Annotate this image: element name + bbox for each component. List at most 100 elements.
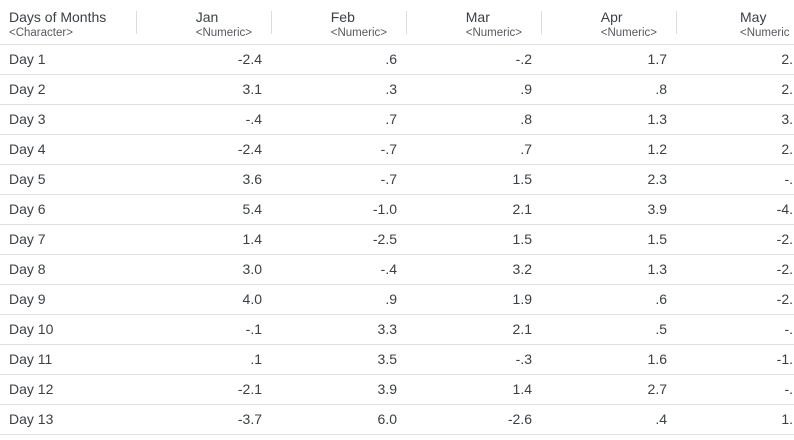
table-row: Day 1 -2.4.6 -.2 1.7 2.: [0, 44, 794, 75]
cell: 1.9: [407, 284, 542, 315]
table-row: Day 12 -2.1 3.9 1.4 2.7 -.: [0, 374, 794, 405]
cell: .3: [272, 74, 407, 105]
cell: -.: [677, 314, 794, 345]
cell: -4.: [677, 194, 794, 225]
cell: -.4: [272, 254, 407, 285]
cell: -2.1: [137, 374, 272, 405]
cell: .8: [542, 74, 677, 105]
cell: 1.3: [542, 104, 677, 135]
cell: 2.3: [542, 164, 677, 195]
cell: -.1: [137, 314, 272, 345]
cell: 2.: [677, 44, 794, 75]
cell: 1.: [677, 404, 794, 435]
cell: 3.9: [272, 374, 407, 405]
cell: 2.: [677, 74, 794, 105]
cell: 3.2: [407, 254, 542, 285]
cell: 1.7: [542, 44, 677, 75]
cell: .7: [272, 104, 407, 135]
column-header-jan[interactable]: Jan <Numeric>: [137, 0, 272, 45]
cell: 3.5: [272, 344, 407, 375]
header-row: Days of Months <Character> Jan <Numeric> Feb…: [0, 0, 794, 45]
column-title: Mar: [465, 9, 490, 26]
column-header-labels: Jan <Numeric>: [196, 9, 252, 41]
column-header-labels: Apr <Numeric>: [601, 9, 657, 41]
cell: .8: [407, 104, 542, 135]
cell: .7: [407, 134, 542, 165]
cell: .9: [272, 284, 407, 315]
row-label: Day 5: [0, 164, 137, 195]
table-row: Day 10 -.1 3.3 2.1.5 -.: [0, 314, 794, 345]
row-label: Day 1: [0, 44, 137, 75]
row-label: Day 8: [0, 254, 137, 285]
row-label: Day 2: [0, 74, 137, 105]
cell: 3.: [677, 104, 794, 135]
cell: -.7: [272, 134, 407, 165]
table-row: Day 8 3.0 -.4 3.2 1.3 -2.: [0, 254, 794, 285]
cell: -.: [677, 164, 794, 195]
cell: 2.1: [407, 194, 542, 225]
cell: -.4: [137, 104, 272, 135]
cell: 2.: [677, 134, 794, 165]
column-header-days-of-months[interactable]: Days of Months <Character>: [0, 0, 137, 45]
cell: -2.: [677, 284, 794, 315]
column-header-labels: May <Numeric: [740, 9, 790, 41]
cell: 1.2: [542, 134, 677, 165]
column-title: Days of Months: [9, 9, 107, 26]
cell: .1: [137, 344, 272, 375]
cell: 1.4: [407, 374, 542, 405]
table-row: Day 2 3.1.3.9.8 2.: [0, 74, 794, 105]
column-header-may[interactable]: May <Numeric: [677, 0, 794, 45]
cell: -2.6: [407, 404, 542, 435]
row-label: Day 9: [0, 284, 137, 315]
cell: 1.4: [137, 224, 272, 255]
cell: -1.0: [272, 194, 407, 225]
column-type-label: <Character>: [9, 27, 73, 40]
column-type-label: <Numeric>: [195, 27, 252, 40]
cell: -3.7: [137, 404, 272, 435]
row-label: Day 7: [0, 224, 137, 255]
row-label: Day 10: [0, 314, 137, 345]
column-title: Apr: [600, 9, 623, 26]
table-row: Day 6 5.4 -1.0 2.1 3.9 -4.: [0, 194, 794, 225]
cell: -.7: [272, 164, 407, 195]
row-label: Day 11: [0, 344, 137, 375]
row-label: Day 13: [0, 404, 137, 435]
cell: .5: [542, 314, 677, 345]
cell: -2.: [677, 224, 794, 255]
row-label: Day 3: [0, 104, 137, 135]
cell: 3.3: [272, 314, 407, 345]
table-row: Day 13 -3.7 6.0 -2.6.4 1.: [0, 404, 794, 435]
cell: -1.: [677, 344, 794, 375]
column-header-mar[interactable]: Mar <Numeric>: [407, 0, 542, 45]
column-type-label: <Numeric>: [600, 27, 657, 40]
table-row: Day 9 4.0.9 1.9.6 -2.: [0, 284, 794, 315]
row-label: Day 6: [0, 194, 137, 225]
table-row: Day 3 -.4.7.8 1.3 3.: [0, 104, 794, 135]
cell: -.2: [407, 44, 542, 75]
row-label: Day 4: [0, 134, 137, 165]
cell: 3.1: [137, 74, 272, 105]
column-header-labels: Days of Months <Character>: [9, 9, 106, 41]
column-title: Feb: [330, 9, 355, 26]
data-grid-header: Days of Months <Character> Jan <Numeric> Feb…: [0, 0, 794, 45]
cell: 4.0: [137, 284, 272, 315]
column-header-apr[interactable]: Apr <Numeric>: [542, 0, 677, 45]
column-header-labels: Mar <Numeric>: [466, 9, 522, 41]
cell: -2.4: [137, 44, 272, 75]
cell: 3.9: [542, 194, 677, 225]
column-type-label: <Numeric: [740, 27, 790, 40]
table-row: Day 4 -2.4 -.7.7 1.2 2.: [0, 134, 794, 165]
cell: -.: [677, 374, 794, 405]
cell: 1.5: [542, 224, 677, 255]
data-grid-body: Day 1 -2.4.6 -.2 1.7 2. Day 2 3.1.3.9.8 2. Day 3…: [0, 44, 794, 435]
cell: 3.0: [137, 254, 272, 285]
cell: -2.4: [137, 134, 272, 165]
column-type-label: <Numeric>: [330, 27, 387, 40]
cell: 1.5: [407, 224, 542, 255]
column-header-feb[interactable]: Feb <Numeric>: [272, 0, 407, 45]
cell: 2.1: [407, 314, 542, 345]
cell: .6: [542, 284, 677, 315]
row-label: Day 12: [0, 374, 137, 405]
cell: .4: [542, 404, 677, 435]
column-type-label: <Numeric>: [465, 27, 522, 40]
